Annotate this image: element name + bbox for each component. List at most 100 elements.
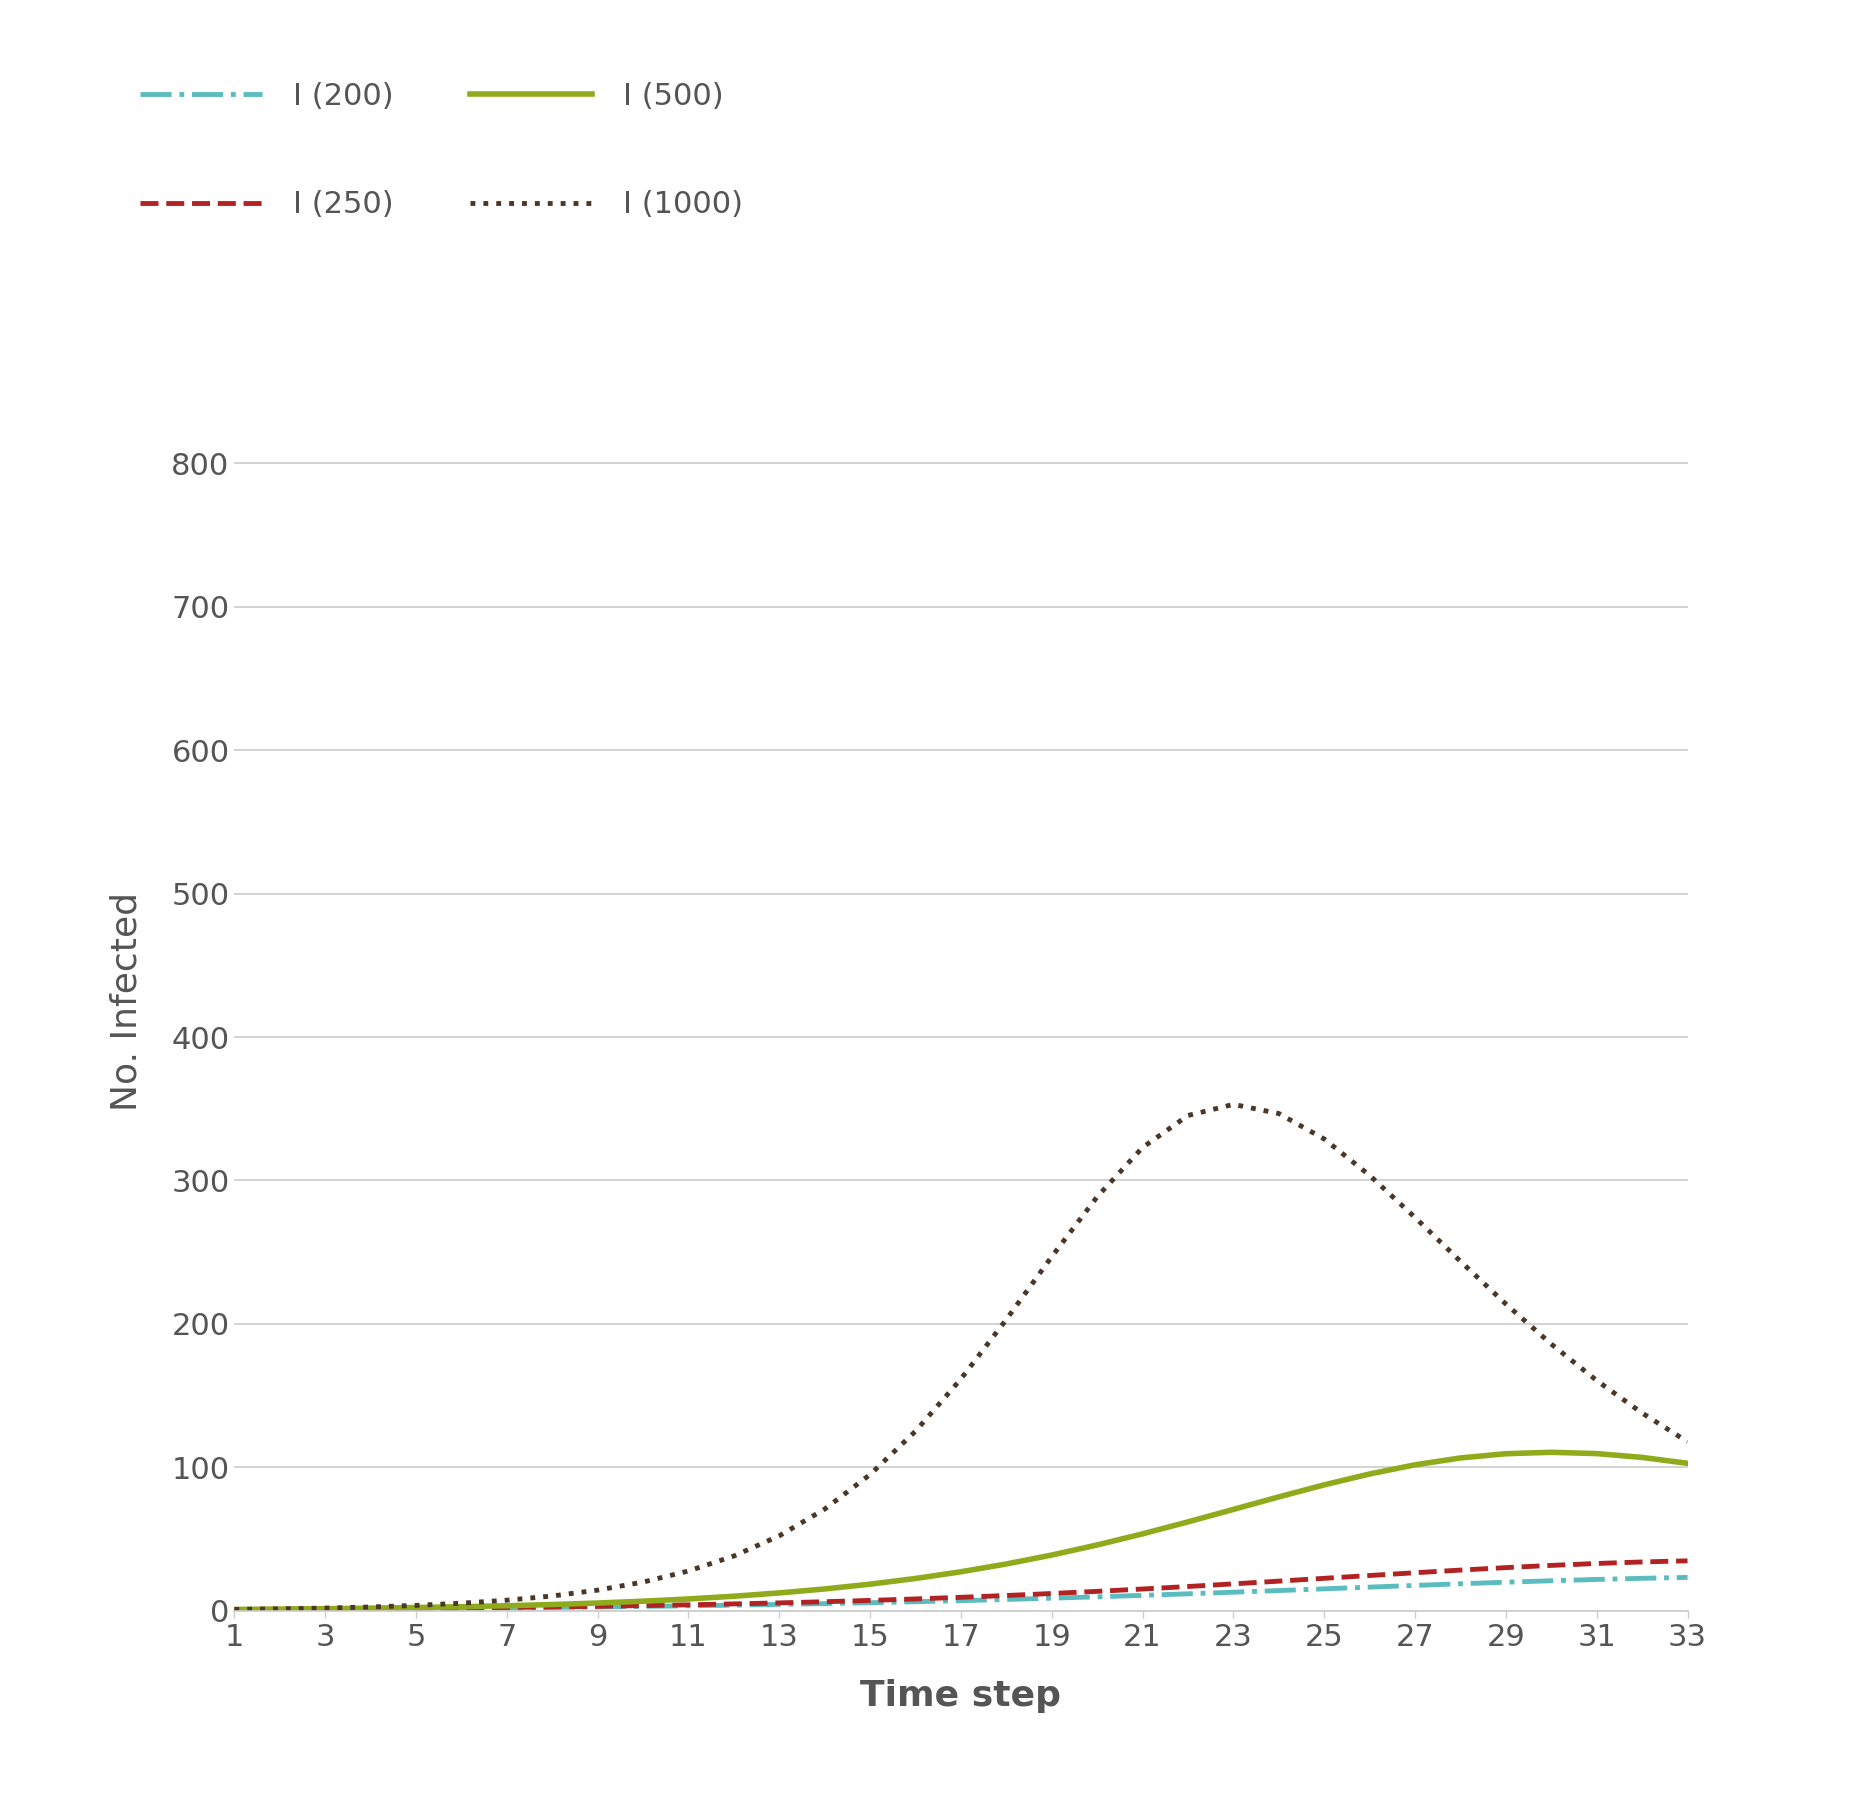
I (1000) — [1676, 1432, 1699, 1453]
I (1000) — [1586, 1370, 1609, 1392]
I (250) — [542, 1596, 564, 1618]
I (500) — [1539, 1441, 1562, 1462]
I (500) — [360, 1596, 382, 1618]
I (250) — [904, 1587, 926, 1609]
I (1000) — [1131, 1137, 1153, 1158]
I (1000) — [996, 1309, 1018, 1330]
I (500) — [587, 1593, 609, 1615]
I (500) — [1041, 1544, 1063, 1566]
I (200) — [632, 1596, 654, 1618]
I (500) — [904, 1567, 926, 1589]
I (1000) — [405, 1595, 428, 1616]
I (500) — [814, 1578, 836, 1600]
I (250) — [1494, 1557, 1517, 1578]
I (200) — [1539, 1569, 1562, 1591]
I (250) — [268, 1598, 291, 1620]
I (1000) — [814, 1499, 836, 1520]
I (500) — [495, 1595, 518, 1616]
I (500) — [313, 1598, 336, 1620]
I (500) — [1358, 1462, 1380, 1484]
I (250) — [587, 1595, 609, 1616]
I (250) — [313, 1598, 336, 1620]
I (1000) — [1631, 1403, 1654, 1424]
I (250) — [1041, 1582, 1063, 1604]
I (250) — [1222, 1573, 1245, 1595]
I (200) — [1178, 1584, 1200, 1605]
I (200) — [450, 1596, 472, 1618]
I (200) — [1676, 1566, 1699, 1587]
I (500) — [450, 1596, 472, 1618]
I (200) — [1358, 1577, 1380, 1598]
I (500) — [405, 1596, 428, 1618]
I (1000) — [542, 1586, 564, 1607]
I (1000) — [632, 1571, 654, 1593]
I (200) — [1404, 1575, 1427, 1596]
I (200) — [1312, 1578, 1335, 1600]
I (1000) — [769, 1526, 791, 1548]
I (250) — [1268, 1571, 1290, 1593]
I (200) — [223, 1598, 246, 1620]
I (500) — [1404, 1453, 1427, 1475]
I (500) — [677, 1587, 699, 1609]
I (200) — [1449, 1573, 1472, 1595]
I (250) — [1539, 1555, 1562, 1577]
Line: I (200): I (200) — [234, 1577, 1688, 1609]
I (1000) — [1358, 1164, 1380, 1186]
I (500) — [1676, 1452, 1699, 1473]
I (250) — [495, 1596, 518, 1618]
I (500) — [951, 1560, 973, 1582]
I (500) — [1631, 1446, 1654, 1468]
I (500) — [1131, 1522, 1153, 1544]
Legend: I (250), I (1000): I (250), I (1000) — [128, 177, 756, 232]
I (500) — [1449, 1446, 1472, 1468]
I (500) — [632, 1591, 654, 1613]
I (1000) — [722, 1546, 744, 1567]
X-axis label: Time step: Time step — [861, 1680, 1061, 1714]
I (1000) — [1404, 1207, 1427, 1229]
I (200) — [495, 1596, 518, 1618]
I (1000) — [1041, 1245, 1063, 1267]
I (1000) — [1222, 1093, 1245, 1115]
I (200) — [722, 1595, 744, 1616]
I (250) — [405, 1598, 428, 1620]
I (1000) — [495, 1589, 518, 1611]
I (250) — [223, 1598, 246, 1620]
I (250) — [951, 1586, 973, 1607]
I (200) — [587, 1596, 609, 1618]
I (200) — [1041, 1587, 1063, 1609]
Y-axis label: No. Infected: No. Infected — [109, 892, 144, 1111]
I (1000) — [677, 1560, 699, 1582]
I (200) — [360, 1598, 382, 1620]
I (200) — [677, 1595, 699, 1616]
I (200) — [904, 1591, 926, 1613]
I (250) — [1312, 1567, 1335, 1589]
Line: I (500): I (500) — [234, 1452, 1688, 1609]
I (1000) — [859, 1464, 881, 1486]
I (250) — [677, 1595, 699, 1616]
I (500) — [268, 1598, 291, 1620]
I (200) — [542, 1596, 564, 1618]
I (200) — [1131, 1584, 1153, 1605]
I (250) — [1586, 1553, 1609, 1575]
I (250) — [1631, 1551, 1654, 1573]
I (1000) — [360, 1596, 382, 1618]
I (200) — [1586, 1569, 1609, 1591]
I (1000) — [1178, 1104, 1200, 1126]
I (500) — [1178, 1511, 1200, 1533]
I (1000) — [1539, 1334, 1562, 1356]
I (500) — [1222, 1499, 1245, 1520]
I (200) — [1222, 1582, 1245, 1604]
I (1000) — [1312, 1128, 1335, 1149]
I (200) — [405, 1598, 428, 1620]
I (250) — [450, 1596, 472, 1618]
I (250) — [996, 1584, 1018, 1605]
I (500) — [769, 1582, 791, 1604]
I (250) — [1178, 1577, 1200, 1598]
I (1000) — [450, 1593, 472, 1615]
I (200) — [268, 1598, 291, 1620]
I (250) — [1676, 1549, 1699, 1571]
I (200) — [1494, 1571, 1517, 1593]
I (1000) — [1494, 1292, 1517, 1314]
I (200) — [1268, 1580, 1290, 1602]
I (1000) — [268, 1598, 291, 1620]
